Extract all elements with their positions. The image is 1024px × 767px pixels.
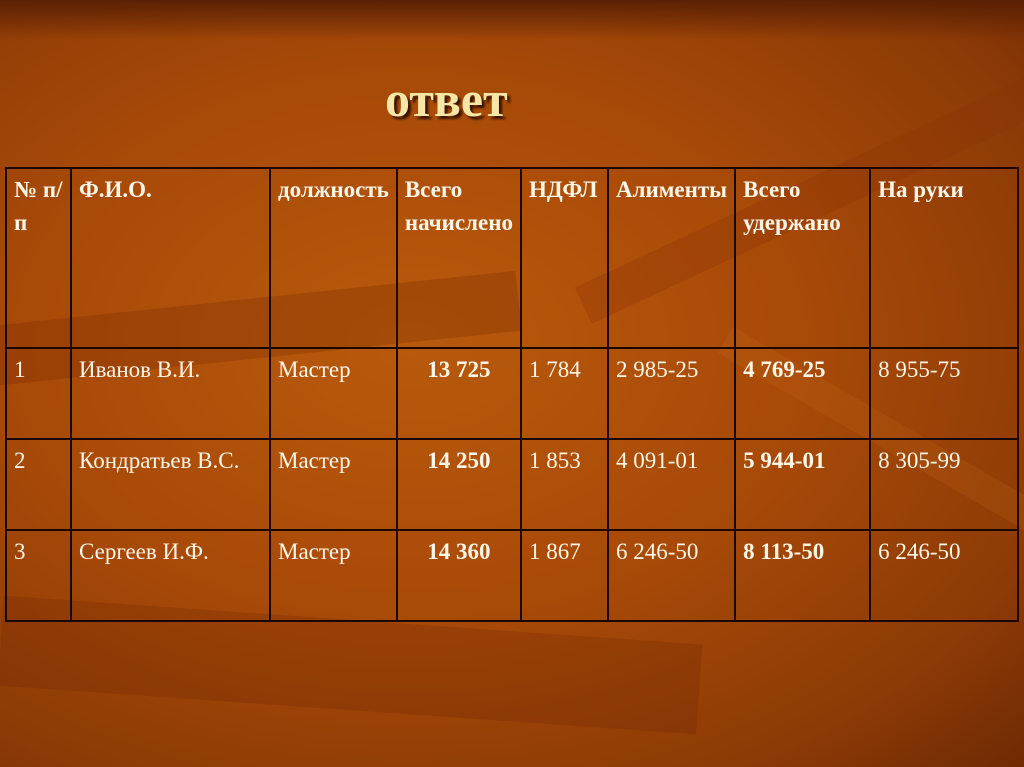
header-net-pay: На руки [869, 167, 1020, 349]
cell-total-accrued: 13 725 [395, 347, 522, 440]
cell-alimony: 6 246-50 [606, 529, 737, 622]
header-row: № п/п Ф.И.О. должность Всего начислено Н… [5, 167, 1020, 349]
header-total-accrued: Всего начислено [395, 167, 522, 349]
table-row: 2 Кондратьев В.С. Мастер 14 250 1 853 4 … [5, 438, 1020, 531]
cell-alimony: 4 091-01 [606, 438, 737, 531]
cell-number: 3 [5, 529, 72, 622]
header-alimony: Алименты [606, 167, 737, 349]
cell-name: Иванов В.И. [70, 347, 271, 440]
slide-title: ответ [385, 71, 508, 127]
cell-position: Мастер [269, 529, 398, 622]
table-row: 3 Сергеев И.Ф. Мастер 14 360 1 867 6 246… [5, 529, 1020, 622]
cell-total-accrued: 14 250 [395, 438, 522, 531]
cell-net-pay: 8 305-99 [869, 438, 1020, 531]
cell-name: Кондратьев В.С. [70, 438, 271, 531]
cell-alimony: 2 985-25 [606, 347, 737, 440]
header-name: Ф.И.О. [70, 167, 271, 349]
header-position: должность [269, 167, 398, 349]
cell-net-pay: 6 246-50 [869, 529, 1020, 622]
cell-ndfl: 1 867 [519, 529, 609, 622]
cell-total-withheld: 8 113-50 [734, 529, 872, 622]
header-total-withheld: Всего удержано [734, 167, 872, 349]
header-ndfl: НДФЛ [519, 167, 609, 349]
cell-position: Мастер [269, 347, 398, 440]
payroll-table: № п/п Ф.И.О. должность Всего начислено Н… [5, 167, 1020, 622]
cell-ndfl: 1 784 [519, 347, 609, 440]
cell-number: 1 [5, 347, 72, 440]
header-number: № п/п [5, 167, 72, 349]
cell-net-pay: 8 955-75 [869, 347, 1020, 440]
cell-position: Мастер [269, 438, 398, 531]
cell-number: 2 [5, 438, 72, 531]
cell-total-withheld: 5 944-01 [734, 438, 872, 531]
cell-ndfl: 1 853 [519, 438, 609, 531]
background-top-shade [0, 0, 1024, 40]
cell-total-accrued: 14 360 [395, 529, 522, 622]
cell-total-withheld: 4 769-25 [734, 347, 872, 440]
cell-name: Сергеев И.Ф. [70, 529, 271, 622]
table-row: 1 Иванов В.И. Мастер 13 725 1 784 2 985-… [5, 347, 1020, 440]
